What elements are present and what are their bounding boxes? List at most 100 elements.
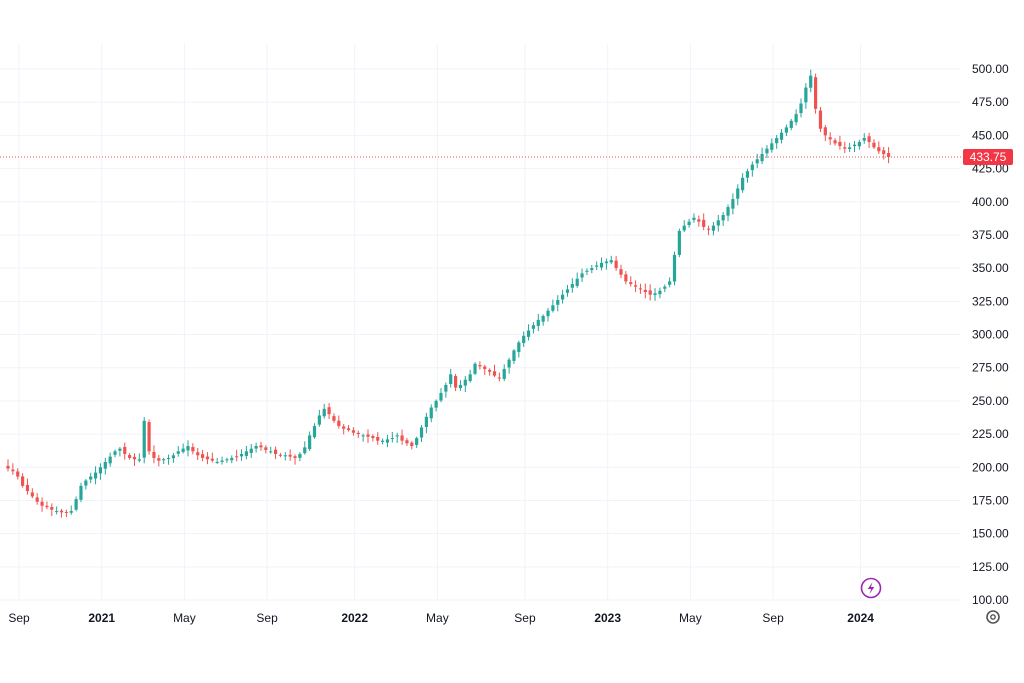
candle-body (867, 136, 871, 143)
candle-body (74, 499, 78, 510)
settings-icon[interactable] (986, 610, 1000, 624)
candle (478, 361, 482, 370)
candle-body (823, 127, 827, 136)
candle-body (308, 435, 312, 450)
x-tick-label: 2022 (341, 611, 368, 625)
candle-body (643, 289, 647, 293)
candle-body (838, 141, 842, 146)
candle (512, 349, 516, 365)
candle (857, 139, 861, 150)
candle (439, 387, 443, 403)
candle-body (463, 379, 467, 386)
candle (541, 314, 545, 326)
candle-body (818, 110, 823, 129)
candle-body (444, 384, 448, 392)
candle-body (84, 480, 88, 486)
candle-body (429, 407, 433, 419)
candle-body (877, 147, 881, 152)
candle (653, 288, 657, 301)
candle-body (118, 448, 122, 451)
candle (556, 295, 560, 312)
x-tick-label: 2023 (594, 611, 621, 625)
candle-body (132, 456, 137, 460)
candle (415, 436, 419, 448)
candle-body (541, 315, 545, 322)
candle (488, 368, 492, 376)
candle (162, 457, 166, 465)
candle (424, 412, 428, 434)
candle-body (147, 422, 151, 452)
candle-body (35, 497, 39, 502)
candle-body (526, 330, 531, 337)
candle-body (750, 164, 754, 171)
candle (643, 283, 647, 299)
candle-body (852, 144, 857, 147)
candle-body (152, 451, 156, 458)
candle (50, 503, 54, 517)
candle (322, 403, 326, 419)
candle-body (381, 440, 385, 442)
candle-body (570, 284, 574, 288)
candle (624, 271, 628, 285)
candle-body (886, 153, 891, 157)
candle-body (561, 294, 565, 300)
candle-body (230, 457, 234, 461)
candle (629, 276, 633, 287)
candle (468, 369, 472, 383)
candle (702, 213, 706, 231)
candle-body (390, 438, 394, 440)
candle (663, 284, 667, 293)
candle (288, 449, 292, 461)
candle (303, 441, 307, 455)
candle (697, 215, 701, 227)
candle-body (162, 459, 166, 461)
candle (590, 264, 594, 274)
candle (25, 478, 30, 495)
candle-body (609, 260, 613, 263)
candle-body (400, 435, 404, 441)
candle (210, 452, 214, 463)
candle (843, 141, 847, 154)
candle (244, 445, 248, 460)
candle-body (157, 458, 161, 461)
candle-body (259, 445, 263, 448)
candle (682, 220, 686, 232)
y-tick-label: 325.00 (972, 294, 1009, 308)
candle-body (64, 511, 68, 513)
candle (852, 141, 857, 153)
candle-body (288, 454, 292, 457)
candle-body (385, 439, 390, 443)
candle-body (342, 426, 346, 429)
candle (595, 261, 599, 271)
candle (517, 340, 521, 358)
x-tick-label: Sep (8, 611, 30, 625)
candle-body (395, 435, 399, 437)
candle-body (376, 436, 380, 441)
candle-body (706, 228, 711, 230)
candle-body (196, 452, 200, 456)
candle (507, 357, 511, 374)
candle (575, 272, 579, 288)
candle (69, 505, 73, 515)
candle (269, 446, 273, 454)
candle (813, 73, 818, 114)
candle (770, 138, 774, 153)
candle (239, 449, 244, 461)
y-tick-label: 100.00 (972, 593, 1009, 607)
candle (434, 399, 438, 412)
lightning-icon[interactable] (860, 577, 882, 599)
candle (230, 455, 234, 464)
candle (672, 251, 677, 286)
candle (619, 264, 623, 279)
candle (98, 463, 103, 480)
candle (132, 453, 137, 466)
candle (823, 125, 827, 142)
candle-body (745, 171, 750, 178)
candle-body (30, 492, 34, 497)
x-tick-label: May (173, 611, 196, 625)
candle-body (20, 476, 25, 486)
candle (142, 417, 146, 464)
candle-body (687, 221, 691, 225)
candle (872, 139, 876, 150)
